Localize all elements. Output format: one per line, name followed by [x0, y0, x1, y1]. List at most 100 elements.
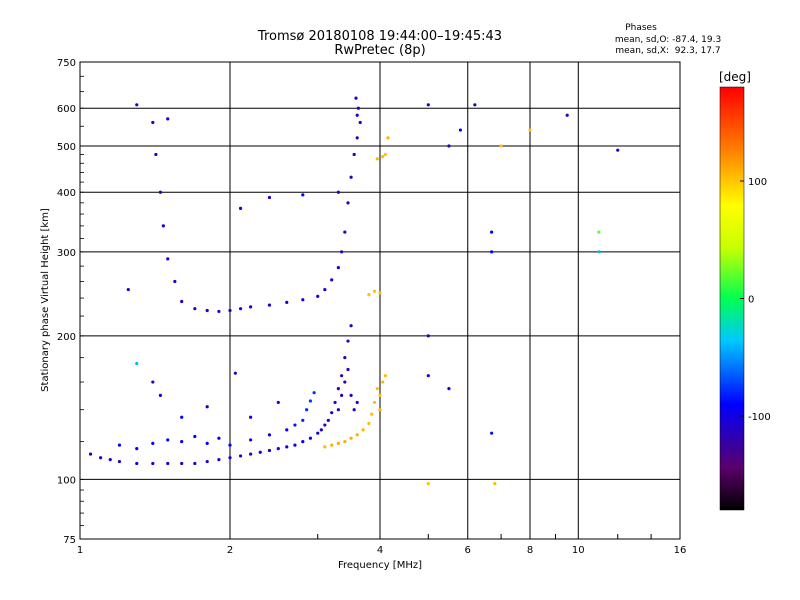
x-tick-label: 4 [377, 545, 383, 556]
data-point [333, 400, 337, 405]
data-point [323, 287, 327, 292]
data-point [447, 387, 451, 391]
data-point [238, 454, 243, 458]
data-point [166, 438, 170, 442]
y-tick-label: 100 [57, 475, 76, 486]
data-point [378, 408, 382, 412]
chart-title: Tromsø 20180108 19:44:00–19:45:43 [257, 29, 502, 44]
data-point [173, 279, 177, 284]
colorbar-unit: [deg] [719, 70, 751, 84]
data-point [616, 148, 620, 152]
phases-heading: Phases [625, 23, 657, 33]
data-point [180, 461, 184, 466]
data-point [473, 103, 477, 107]
data-point [285, 445, 289, 449]
data-point [151, 120, 155, 125]
data-point [238, 206, 243, 210]
data-point [205, 459, 209, 464]
data-point [267, 433, 272, 437]
data-point [349, 436, 353, 440]
y-tick-label: 750 [57, 58, 76, 69]
x-tick-label: 10 [572, 545, 585, 556]
data-point [343, 440, 347, 444]
data-point [228, 443, 232, 447]
data-point [193, 461, 197, 466]
phases-x-line: mean, sd,X: 92.3, 17.7 [615, 46, 720, 56]
data-point [319, 428, 323, 432]
data-point [343, 356, 347, 360]
data-point [135, 103, 139, 107]
x-tick-label: 8 [527, 545, 533, 556]
data-point [249, 415, 253, 419]
data-point [383, 374, 387, 378]
data-point [490, 230, 494, 234]
data-point [323, 423, 327, 427]
data-point [346, 201, 350, 205]
data-point [356, 106, 360, 110]
data-point [126, 287, 130, 292]
data-point [99, 456, 103, 460]
data-point [233, 371, 237, 375]
chart-subtitle: RwPretec (8p) [334, 43, 425, 58]
data-point [330, 278, 334, 282]
data-point [228, 308, 232, 313]
data-points [88, 96, 620, 486]
data-point [458, 128, 463, 132]
data-point [330, 411, 334, 415]
data-point [426, 103, 430, 107]
data-point [180, 440, 184, 444]
data-point [193, 434, 197, 439]
data-point [180, 299, 184, 304]
data-point [301, 418, 305, 422]
colorbar-ticks: 100 0 -100 [740, 177, 771, 423]
data-point [258, 450, 262, 454]
colorbar-tick-label: 0 [748, 295, 754, 306]
data-point [135, 461, 139, 466]
data-point [249, 305, 253, 309]
y-tick-label: 500 [57, 142, 76, 153]
data-point [354, 96, 358, 100]
data-point [426, 374, 430, 378]
data-point [301, 298, 305, 302]
data-point [343, 380, 347, 384]
data-point [301, 193, 305, 197]
data-point [217, 436, 221, 440]
y-tick-label: 300 [57, 248, 76, 259]
data-point [267, 195, 272, 200]
data-point [205, 308, 209, 313]
data-point [352, 152, 356, 157]
data-point [293, 423, 297, 427]
phases-o-line: mean, sd,O: -87.4, 19.3 [615, 35, 721, 45]
data-point [217, 458, 221, 462]
plot-frame [79, 61, 681, 540]
data-point [352, 408, 356, 412]
data-point [370, 412, 374, 416]
data-point [158, 190, 163, 194]
data-point [249, 452, 253, 456]
data-point [358, 120, 362, 125]
data-point [361, 428, 365, 432]
data-point [154, 152, 158, 157]
data-point [193, 307, 197, 311]
data-point [205, 441, 209, 445]
data-point [151, 441, 155, 445]
data-point [375, 387, 379, 391]
data-point [117, 443, 122, 447]
data-point [151, 380, 155, 384]
data-point [565, 113, 569, 117]
data-point [166, 257, 170, 261]
grid [80, 62, 680, 539]
data-point [597, 230, 601, 234]
data-point [340, 374, 344, 378]
data-point [383, 152, 387, 157]
data-point [108, 458, 112, 462]
data-point [336, 387, 340, 391]
data-point [349, 324, 353, 328]
y-axis-label: Stationary phase Virtual Height [km] [40, 208, 51, 392]
data-point [158, 393, 163, 398]
data-point [305, 408, 309, 412]
data-point [378, 291, 382, 295]
data-point [267, 303, 272, 307]
colorbar-tick-label: -100 [748, 412, 771, 423]
data-point [381, 380, 385, 384]
